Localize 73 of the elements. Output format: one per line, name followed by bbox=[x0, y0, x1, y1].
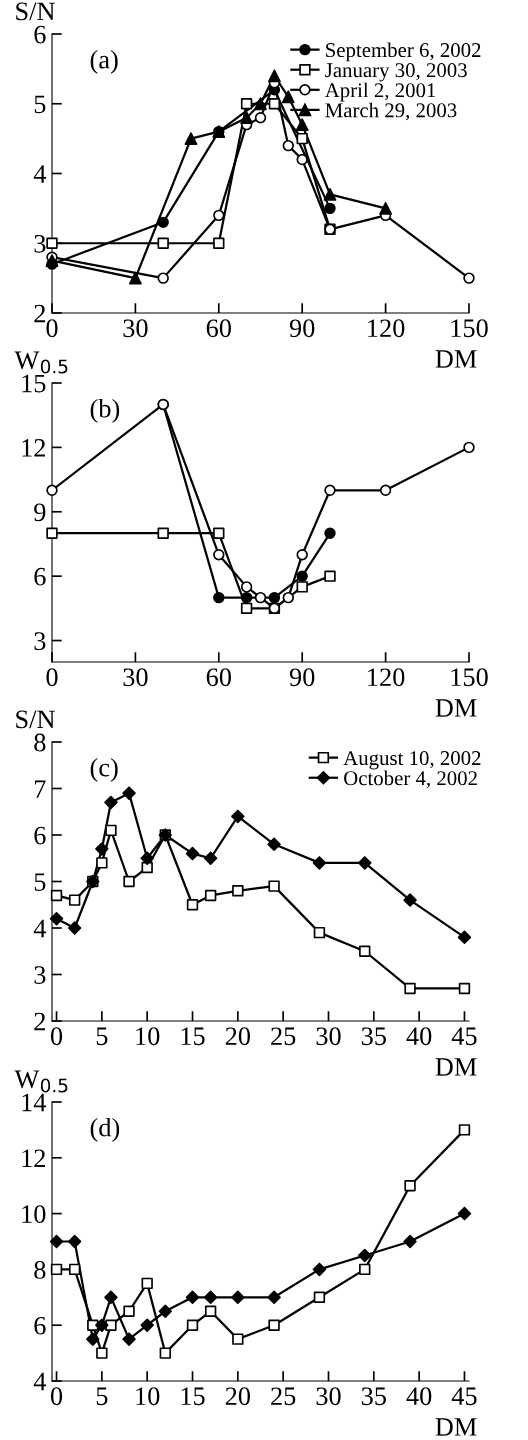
y-tick-label: 6 bbox=[34, 567, 46, 586]
y-tick-label: 10 bbox=[22, 1205, 46, 1224]
x-tick-label: 30 bbox=[316, 1027, 341, 1046]
y-tick-label: 4 bbox=[33, 919, 47, 938]
y-tick-label: 5 bbox=[34, 873, 46, 891]
x-tick-label: 150 bbox=[451, 319, 488, 338]
x-tick-label: 35 bbox=[361, 1027, 386, 1046]
x-tick-label: 0 bbox=[46, 319, 58, 338]
annotation: (b) bbox=[90, 398, 120, 423]
x-tick-label: 35 bbox=[361, 1387, 386, 1406]
annotation: (c) bbox=[90, 757, 118, 782]
x-tick-label: 5 bbox=[96, 1027, 108, 1046]
y-tick-label: 7 bbox=[34, 780, 46, 798]
y-tick-label: 2 bbox=[34, 1012, 45, 1031]
legend-label: April 2, 2001 bbox=[324, 82, 436, 102]
x-tick-label: 20 bbox=[225, 1387, 251, 1406]
y-tick-label: 5 bbox=[34, 95, 46, 114]
y-tick-label: 4 bbox=[33, 1372, 47, 1391]
x-tick-label: 10 bbox=[136, 1387, 160, 1406]
y-tick-label: 12 bbox=[22, 1149, 45, 1167]
x-tick-label: 30 bbox=[123, 319, 148, 338]
x-tick-label: 30 bbox=[316, 1387, 341, 1406]
x-tick-label: 40 bbox=[406, 1027, 432, 1046]
legend-label: August 10, 2002 bbox=[343, 751, 481, 770]
x-tick-label: 15 bbox=[181, 1027, 205, 1046]
y-tick-label: 6 bbox=[34, 1316, 46, 1335]
y-tick-label: 6 bbox=[34, 25, 46, 44]
x-tick-label: 60 bbox=[206, 319, 231, 338]
x-tick-label: 45 bbox=[451, 1387, 477, 1406]
legend-label: September 6, 2002 bbox=[326, 42, 481, 62]
x-tick-label: 25 bbox=[271, 1387, 296, 1406]
x-tick-label: 0 bbox=[50, 1027, 63, 1046]
x-tick-label: 5 bbox=[96, 1387, 108, 1406]
x-axis-title: DM bbox=[435, 1058, 477, 1076]
y-tick-label: 14 bbox=[22, 1093, 47, 1112]
x-tick-label: 0 bbox=[46, 668, 58, 687]
x-tick-label: 0 bbox=[50, 1387, 63, 1406]
x-tick-label: 60 bbox=[206, 668, 231, 687]
y-tick-label: 6 bbox=[34, 826, 46, 845]
y-tick-label: 9 bbox=[34, 503, 46, 522]
annotation: (a) bbox=[90, 49, 118, 74]
x-axis-title: DM bbox=[435, 699, 477, 717]
x-tick-label: 90 bbox=[289, 668, 315, 687]
x-tick-label: 10 bbox=[136, 1027, 160, 1046]
y-tick-label: 12 bbox=[22, 439, 45, 457]
legend-label: March 29, 2003 bbox=[325, 102, 457, 121]
x-tick-label: 40 bbox=[406, 1387, 432, 1406]
y-tick-label: 8 bbox=[34, 1261, 46, 1279]
x-tick-label: 30 bbox=[123, 668, 148, 687]
x-tick-label: 25 bbox=[271, 1027, 296, 1046]
y-axis-title: W$_{0.5}$ bbox=[14, 351, 68, 374]
y-tick-label: 2 bbox=[34, 304, 45, 323]
x-tick-label: 120 bbox=[368, 319, 405, 338]
legend-label: January 30, 2003 bbox=[325, 63, 467, 82]
x-axis-title: DM bbox=[435, 1418, 477, 1436]
x-tick-label: 45 bbox=[451, 1027, 477, 1046]
x-tick-label: 15 bbox=[181, 1387, 205, 1406]
y-tick-label: 3 bbox=[34, 234, 46, 253]
legend-label: October 4, 2002 bbox=[344, 770, 477, 789]
x-tick-label: 150 bbox=[451, 668, 488, 687]
x-axis-title: DM bbox=[435, 350, 477, 368]
y-tick-label: 4 bbox=[33, 165, 47, 183]
y-axis-title: S/N bbox=[16, 2, 55, 21]
x-tick-label: 120 bbox=[368, 668, 405, 687]
annotation: (d) bbox=[90, 1117, 120, 1142]
y-tick-label: 8 bbox=[34, 733, 46, 752]
y-axis-title: S/N bbox=[16, 710, 55, 729]
y-tick-label: 15 bbox=[22, 374, 46, 393]
y-tick-label: 3 bbox=[34, 966, 46, 984]
x-tick-label: 20 bbox=[225, 1027, 251, 1046]
y-tick-label: 3 bbox=[34, 632, 46, 650]
y-axis-title: W$_{0.5}$ bbox=[14, 1070, 68, 1093]
x-tick-label: 90 bbox=[289, 319, 315, 338]
